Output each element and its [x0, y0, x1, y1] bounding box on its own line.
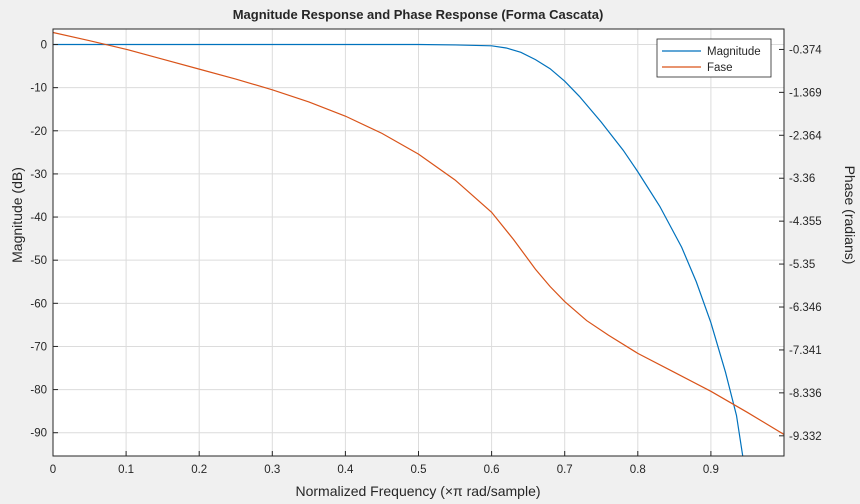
x-tick-label: 0.8 [630, 464, 646, 476]
x-tick-label: 0.6 [484, 464, 500, 476]
y-right-tick-label: -1.369 [789, 87, 822, 99]
y-left-tick-label: 0 [41, 40, 47, 52]
y-left-tick-label: -90 [30, 428, 47, 440]
y-left-tick-label: -40 [30, 212, 47, 224]
y-right-tick-label: -3.36 [789, 173, 815, 185]
y-right-tick-label: -2.364 [789, 130, 822, 142]
y-left-tick-label: -60 [30, 298, 47, 310]
x-tick-label: 0.4 [337, 464, 354, 476]
y-axis-left-label: Magnitude (dB) [9, 167, 25, 263]
x-axis-label: Normalized Frequency (×π rad/sample) [295, 483, 540, 499]
y-left-tick-label: -20 [30, 126, 47, 138]
x-tick-label: 0.3 [264, 464, 280, 476]
x-tick-label: 0 [50, 464, 56, 476]
y-right-tick-label: -9.332 [789, 431, 822, 443]
legend-magnitude-label: Magnitude [707, 46, 761, 58]
legend-box [656, 38, 772, 78]
legend-fase-label: Fase [707, 62, 733, 74]
x-tick-label: 0.2 [191, 464, 207, 476]
chart-title: Magnitude Response and Phase Response (F… [233, 7, 604, 22]
y-axis-right-label: Phase (radians) [842, 166, 858, 265]
y-right-tick-label: -7.341 [789, 345, 822, 357]
y-left-tick-label: -80 [30, 385, 47, 397]
y-left-tick-label: -50 [30, 255, 47, 267]
legend: Magnitude Fase [656, 38, 772, 78]
x-tick-label: 0.7 [557, 464, 573, 476]
y-right-tick-label: -8.336 [789, 388, 822, 400]
grid [52, 29, 784, 456]
y-left-tick-label: -10 [30, 83, 47, 95]
x-tick-label: 0.5 [411, 464, 427, 476]
series-lines [53, 31, 784, 456]
y-right-tick-label: -0.374 [789, 44, 822, 56]
x-tick-label: 0.9 [703, 464, 719, 476]
series-line-magnitude [53, 43, 744, 456]
y-right-tick-label: -5.35 [789, 259, 815, 271]
y-left-tick-label: -70 [30, 341, 47, 353]
ticks: 0 0.1 0.2 0.3 0.4 0.5 0.6 0.7 0.8 0.9 0 -10 -20 -30 -4… [30, 40, 822, 476]
y-left-tick-label: -30 [30, 169, 47, 181]
y-right-tick-label: -6.346 [789, 302, 822, 314]
series-line-fase [53, 31, 784, 435]
y-right-tick-label: -4.355 [789, 216, 822, 228]
x-tick-label: 0.1 [118, 464, 134, 476]
